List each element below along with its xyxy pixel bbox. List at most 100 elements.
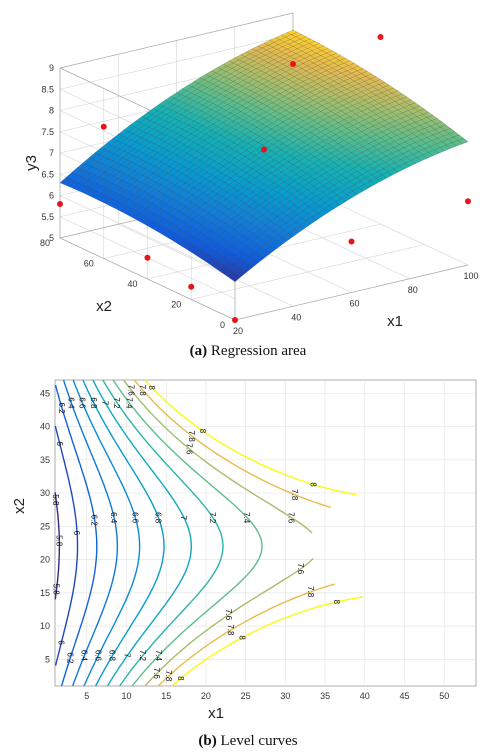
contour-line bbox=[92, 379, 193, 687]
x-tick-label: 15 bbox=[161, 691, 171, 701]
observed-point bbox=[377, 34, 384, 40]
contour-line bbox=[144, 557, 314, 687]
contour-level-label: 7.6 bbox=[184, 443, 193, 455]
contour-level-label: 6.2 bbox=[90, 515, 99, 527]
x-tick-label: 100 bbox=[463, 271, 478, 281]
contour-level-label: 8 bbox=[198, 429, 207, 434]
observed-point bbox=[188, 283, 195, 290]
contour-line bbox=[82, 379, 165, 687]
contour-line bbox=[102, 379, 224, 687]
contour-level-label: 7 bbox=[100, 401, 109, 406]
y-tick-label: 5 bbox=[45, 654, 50, 664]
contour-line bbox=[112, 379, 263, 687]
observed-point bbox=[348, 238, 355, 245]
z-tick-label: 6 bbox=[49, 191, 54, 201]
contour-level-label: 7.2 bbox=[138, 650, 147, 662]
contour-level-label: 6.8 bbox=[89, 397, 98, 409]
observed-point bbox=[232, 317, 238, 323]
observed-point bbox=[261, 146, 267, 153]
contour-level-label: 7 bbox=[122, 653, 131, 658]
contour-level-label: 6.2 bbox=[57, 402, 66, 414]
y-tick-label: 0 bbox=[220, 320, 225, 330]
caption-b-letter: (b) bbox=[198, 733, 217, 749]
caption-a-text: Regression area bbox=[207, 343, 307, 359]
axes-box-edge bbox=[59, 237, 236, 321]
contour-level-label: 6.6 bbox=[77, 397, 86, 409]
contour-level-label: 7.4 bbox=[124, 397, 133, 409]
observed-point bbox=[57, 201, 63, 207]
z-tick-label: 5.5 bbox=[41, 212, 54, 222]
contour-level-label: 7.8 bbox=[164, 670, 173, 682]
x-tick-label: 20 bbox=[201, 691, 211, 701]
contour-level-label: 6.8 bbox=[153, 512, 162, 524]
level-curves-chart: 5.85.85.86666.26.26.26.46.46.46.66.66.66… bbox=[11, 379, 477, 722]
contour-level-label: 5.8 bbox=[52, 584, 61, 596]
contour-level-label: 7.8 bbox=[290, 489, 299, 501]
y-tick-label: 60 bbox=[84, 259, 94, 269]
x-tick-label: 40 bbox=[360, 691, 370, 701]
contour-lines bbox=[54, 379, 364, 687]
y-tick-label: 20 bbox=[40, 555, 50, 565]
contour-labels: 5.85.85.86666.26.26.26.46.46.46.66.66.66… bbox=[51, 385, 341, 682]
contour-level-label: 6.4 bbox=[66, 397, 75, 409]
z-tick-label: 8.5 bbox=[41, 84, 54, 94]
contour-level-label: 8 bbox=[237, 635, 246, 640]
contour-level-label: 7.6 bbox=[224, 609, 233, 621]
z-tick-label: 6.5 bbox=[41, 169, 54, 179]
caption-b: (b) Level curves bbox=[0, 733, 496, 750]
contour-level-label: 7.4 bbox=[154, 650, 163, 662]
y-tick-label: 10 bbox=[40, 621, 50, 631]
surface-cell bbox=[230, 273, 242, 282]
floor-gridline bbox=[191, 244, 425, 300]
contour-level-label: 5.8 bbox=[51, 494, 60, 506]
contour-level-label: 8 bbox=[176, 676, 185, 681]
contour-level-label: 6.4 bbox=[80, 650, 89, 662]
x-tick-label: 25 bbox=[241, 691, 251, 701]
contour-level-label: 6.2 bbox=[65, 652, 74, 664]
y-tick-label: 80 bbox=[40, 238, 50, 248]
z-tick-label: 7 bbox=[49, 148, 54, 158]
z-tick-label: 5 bbox=[49, 233, 54, 243]
contour-level-label: 7.6 bbox=[296, 563, 305, 575]
contour-level-label: 7.6 bbox=[152, 668, 161, 680]
contour-level-label: 5.8 bbox=[54, 535, 63, 547]
contour-level-label: 6 bbox=[55, 442, 64, 447]
y-tick-label: 30 bbox=[40, 488, 50, 498]
observed-point bbox=[144, 254, 151, 261]
observed-point bbox=[290, 61, 296, 67]
contour-line bbox=[54, 425, 79, 666]
contour-level-label: 7.4 bbox=[242, 512, 251, 524]
contour-level-label: 8 bbox=[332, 600, 341, 605]
contour-level-label: 6 bbox=[56, 640, 65, 645]
surface-ticks: 5 5.5 6 6.5 7 7.5 8 8.5 9 20 40 60 80 100 0 20 40 60 80 bbox=[40, 63, 479, 336]
contour-level-label: 8 bbox=[147, 385, 156, 390]
contour-ylabel: x2 bbox=[11, 498, 28, 514]
x-tick-label: 45 bbox=[400, 691, 410, 701]
contour-line bbox=[171, 596, 364, 687]
contour-line bbox=[157, 583, 336, 687]
regression-surface bbox=[59, 29, 469, 282]
contour-level-label: 7.8 bbox=[306, 586, 315, 598]
x-tick-label: 35 bbox=[320, 691, 330, 701]
contour-line bbox=[62, 379, 119, 687]
contour-line bbox=[54, 384, 98, 687]
x-tick-label: 60 bbox=[349, 299, 359, 309]
contour-level-label: 8 bbox=[309, 482, 318, 487]
y-tick-label: 40 bbox=[127, 279, 137, 289]
contour-xlabel: x1 bbox=[208, 705, 224, 722]
y-tick-label: 35 bbox=[40, 455, 50, 465]
y-tick-label: 25 bbox=[40, 521, 50, 531]
x-tick-label: 10 bbox=[121, 691, 131, 701]
contour-level-label: 6.6 bbox=[93, 650, 102, 662]
contour-level-label: 6 bbox=[72, 531, 81, 536]
observed-point bbox=[465, 198, 471, 205]
contour-line bbox=[54, 492, 61, 600]
surface-ylabel: x2 bbox=[96, 298, 112, 315]
y-tick-label: 45 bbox=[40, 388, 50, 398]
caption-b-text: Level curves bbox=[216, 733, 298, 749]
regression-surface-chart: 5 5.5 6 6.5 7 7.5 8 8.5 9 20 40 60 80 100 0 20 40 60 80 y3… bbox=[23, 12, 479, 336]
y-tick-label: 20 bbox=[171, 300, 181, 310]
caption-a-letter: (a) bbox=[189, 343, 208, 359]
x-tick-label: 40 bbox=[291, 312, 301, 322]
surface-xlabel: x1 bbox=[387, 313, 403, 330]
